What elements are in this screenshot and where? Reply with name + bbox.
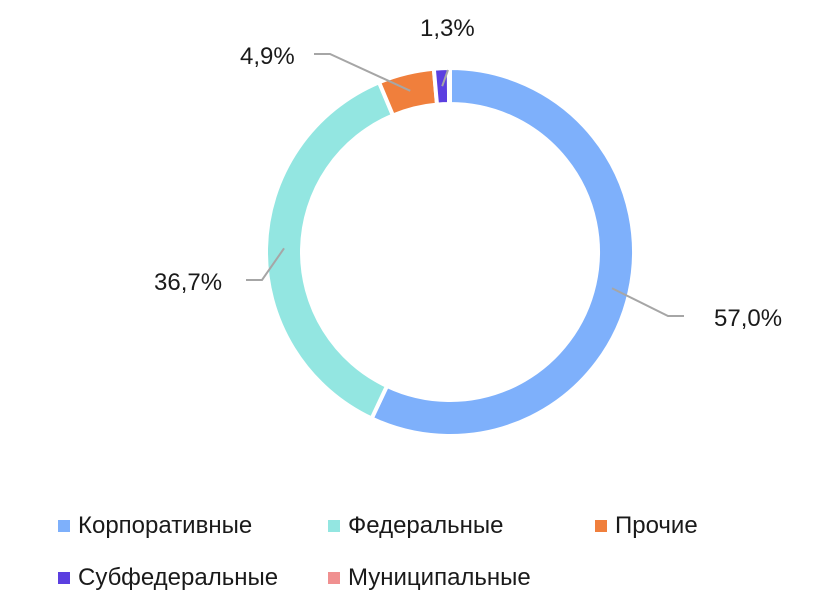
leader-line-federal	[246, 247, 285, 281]
legend-row-2: Субфедеральные Муниципальные	[58, 552, 798, 604]
legend-item-corporate: Корпоративные	[58, 512, 328, 540]
legend-swatch-federal	[328, 520, 340, 532]
legend-swatch-subfederal	[58, 572, 70, 584]
slice-municipal	[446, 65, 452, 107]
leader-line-subfederal	[441, 69, 449, 87]
data-label-other: 4,9%	[240, 43, 295, 70]
donut-slices	[264, 65, 636, 438]
leader-line-corporate	[611, 287, 684, 317]
legend-label-municipal: Муниципальные	[348, 564, 531, 591]
leader-line-other	[314, 53, 411, 92]
legend-label-other: Прочие	[615, 512, 698, 539]
legend-label-corporate: Корпоративные	[78, 512, 253, 539]
legend-item-municipal: Муниципальные	[328, 564, 531, 592]
data-label-subfederal: 1,3%	[420, 15, 475, 42]
data-labels: 57,0% 36,7% 4,9% 1,3%	[154, 15, 782, 332]
slice-federal	[264, 79, 396, 422]
legend-row-1: Корпоративные Федеральные Прочие	[58, 500, 798, 552]
data-label-federal: 36,7%	[154, 269, 222, 296]
donut-chart: 57,0% 36,7% 4,9% 1,3%	[154, 15, 782, 438]
legend-item-federal: Федеральные	[328, 512, 595, 540]
legend-label-subfederal: Субфедеральные	[78, 564, 279, 591]
leader-lines	[246, 53, 684, 317]
legend-label-federal: Федеральные	[348, 512, 504, 539]
legend: Корпоративные Федеральные Прочие Субфеде…	[58, 500, 798, 604]
legend-item-other: Прочие	[595, 512, 698, 540]
legend-swatch-corporate	[58, 520, 70, 532]
data-label-corporate: 57,0%	[714, 305, 782, 332]
legend-swatch-municipal	[328, 572, 340, 584]
legend-item-subfederal: Субфедеральные	[58, 564, 328, 592]
slice-corporate	[368, 65, 636, 438]
legend-swatch-other	[595, 520, 607, 532]
